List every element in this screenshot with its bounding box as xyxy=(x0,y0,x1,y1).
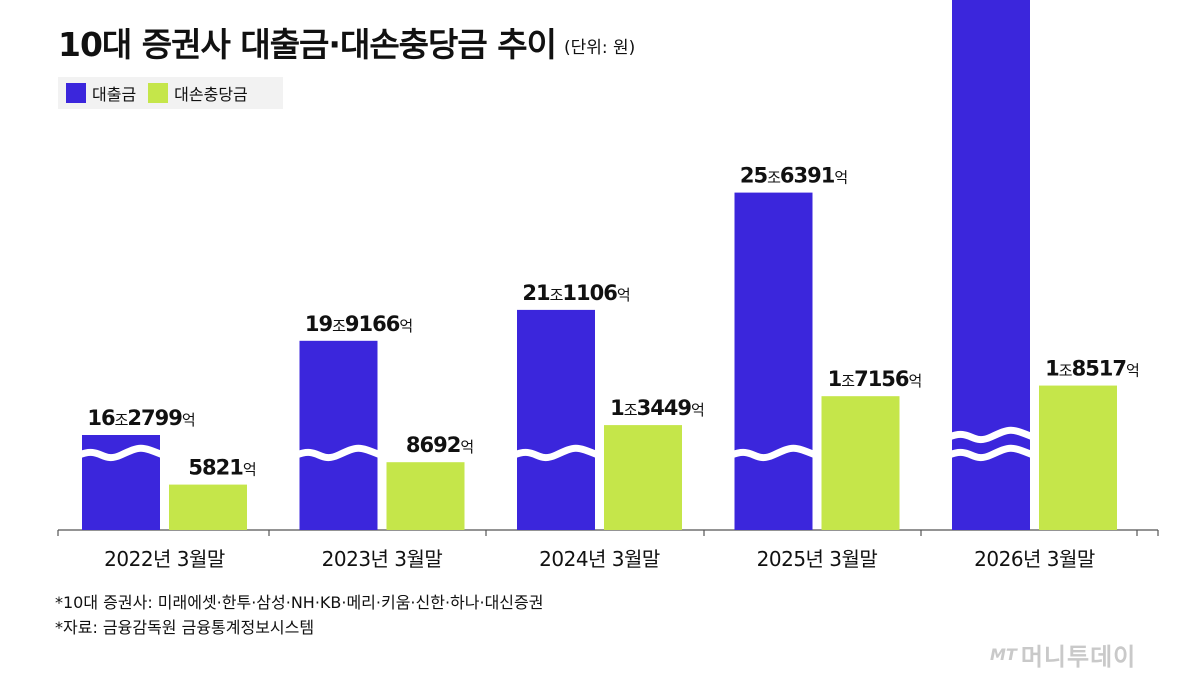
legend-item-provisions: 대손충당금 xyxy=(148,81,248,105)
axis-break-mark xyxy=(512,444,600,462)
footnotes: *10대 증권사: 미래에셋·한투·삼성·NH·KB·메리·키움·신한·하나·대… xyxy=(55,590,543,640)
bar-provisions xyxy=(386,462,465,530)
data-label-loans: 19조9166억 xyxy=(305,312,412,336)
data-label-loans: 25조6391억 xyxy=(740,164,847,188)
legend-label-loans: 대출금 xyxy=(92,85,137,104)
data-label-provisions: 1조7156억 xyxy=(828,367,922,391)
chart-title: 10대 증권사 대출금·대손충당금 추이 (단위: 원) xyxy=(58,18,635,66)
footnote-companies: *10대 증권사: 미래에셋·한투·삼성·NH·KB·메리·키움·신한·하나·대… xyxy=(55,593,544,612)
x-tick-label: 2023년 3월말 xyxy=(322,547,443,571)
bar-provisions xyxy=(604,425,682,530)
logo-mt: MT xyxy=(990,645,1017,664)
logo-name: 머니투데이 xyxy=(1020,643,1137,671)
brand-logo: MT 머니투데이 xyxy=(990,637,1136,672)
data-label-provisions: 5821억 xyxy=(188,456,255,480)
x-tick-label: 2022년 3월말 xyxy=(104,547,225,571)
axis-break-mark xyxy=(947,426,1035,444)
legend-swatch-loans xyxy=(66,83,86,103)
x-tick-label: 2026년 3월말 xyxy=(974,547,1095,571)
axis-break-mark xyxy=(730,444,817,462)
data-label-loans: 21조1106억 xyxy=(522,281,629,305)
axis-break-mark xyxy=(77,444,165,462)
data-label-provisions: 1조8517억 xyxy=(1045,357,1139,381)
bar-loans xyxy=(517,309,595,530)
bar-loans xyxy=(299,340,378,530)
legend-label-provisions: 대손충당금 xyxy=(174,85,248,104)
data-label-provisions: 1조3449억 xyxy=(610,396,704,420)
x-tick-label: 2025년 3월말 xyxy=(757,547,878,571)
data-label-loans: 16조2799억 xyxy=(87,406,194,430)
bar-provisions xyxy=(169,484,247,530)
legend-swatch-provisions xyxy=(148,83,169,103)
bar-provisions xyxy=(821,396,900,530)
x-tick-label: 2024년 3월말 xyxy=(539,547,660,571)
axis-break-mark xyxy=(947,444,1035,462)
bar-loans xyxy=(952,0,1030,530)
data-label-provisions: 8692억 xyxy=(406,433,473,457)
axis-break-mark xyxy=(295,444,382,462)
footnote-source: *자료: 금융감독원 금융통계정보시스템 xyxy=(55,618,315,637)
legend-item-loans: 대출금 xyxy=(66,81,136,105)
bar-loans xyxy=(734,192,813,530)
title-text: 10대 증권사 대출금·대손충당금 추이 xyxy=(58,25,557,64)
bar-provisions xyxy=(1039,385,1117,530)
unit-note: (단위: 원) xyxy=(563,38,636,58)
legend: 대출금 대손충당금 xyxy=(58,77,283,109)
